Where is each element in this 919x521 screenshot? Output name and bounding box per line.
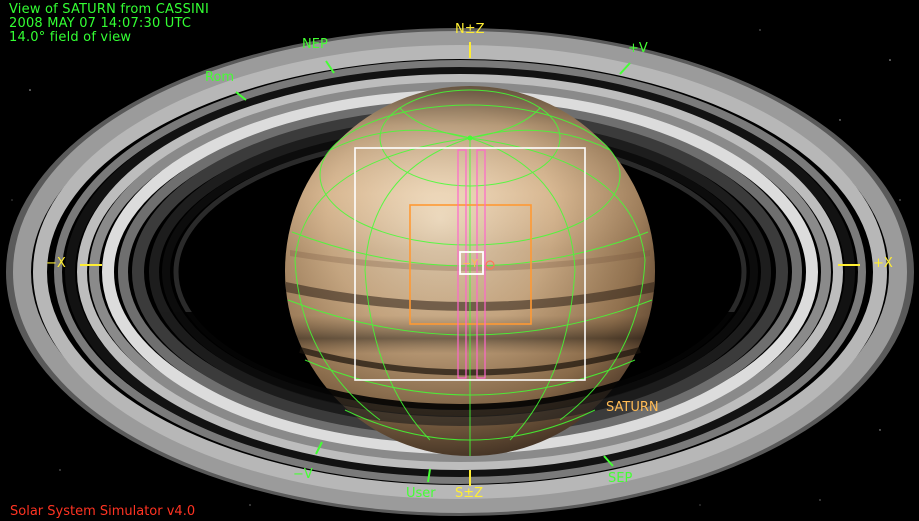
center-fov-frame — [459, 251, 484, 275]
wide-fov-frame — [354, 147, 586, 381]
slit-frame-b — [476, 149, 486, 379]
boresight-marker — [485, 260, 495, 270]
axis-ticks — [80, 42, 860, 486]
app-name-footer: Solar System Simulator v4.0 — [10, 504, 196, 519]
narrow-fov-frame — [409, 204, 532, 325]
label-sep: SEP — [608, 471, 633, 486]
label-nep: NEP — [302, 37, 328, 52]
label-user: User — [406, 486, 436, 501]
label-saturn: SATURN — [606, 400, 659, 415]
field-of-view: 14.0° field of view — [9, 30, 132, 45]
label-bottom-z: S±Z — [455, 486, 484, 501]
fov-frames — [354, 147, 586, 381]
view-timestamp: 2008 MAY 07 14:07:30 UTC — [9, 16, 192, 31]
label-top-z: N±Z — [455, 22, 485, 37]
label-minus-x: −X — [46, 256, 66, 271]
label-plus-v: +V — [628, 41, 648, 56]
label-minus-v: −V — [293, 467, 313, 482]
slit-frame-a — [457, 149, 467, 379]
label-plus-x: +X — [873, 256, 893, 271]
view-title: View of SATURN from CASSINI — [9, 2, 210, 17]
planet-grid — [287, 89, 653, 456]
view-info-panel: View of SATURN from CASSINI 2008 MAY 07 … — [9, 3, 209, 45]
label-rom: Rom — [205, 70, 235, 85]
ring-front — [159, 312, 761, 426]
label-center-y: −Y — [462, 257, 478, 270]
